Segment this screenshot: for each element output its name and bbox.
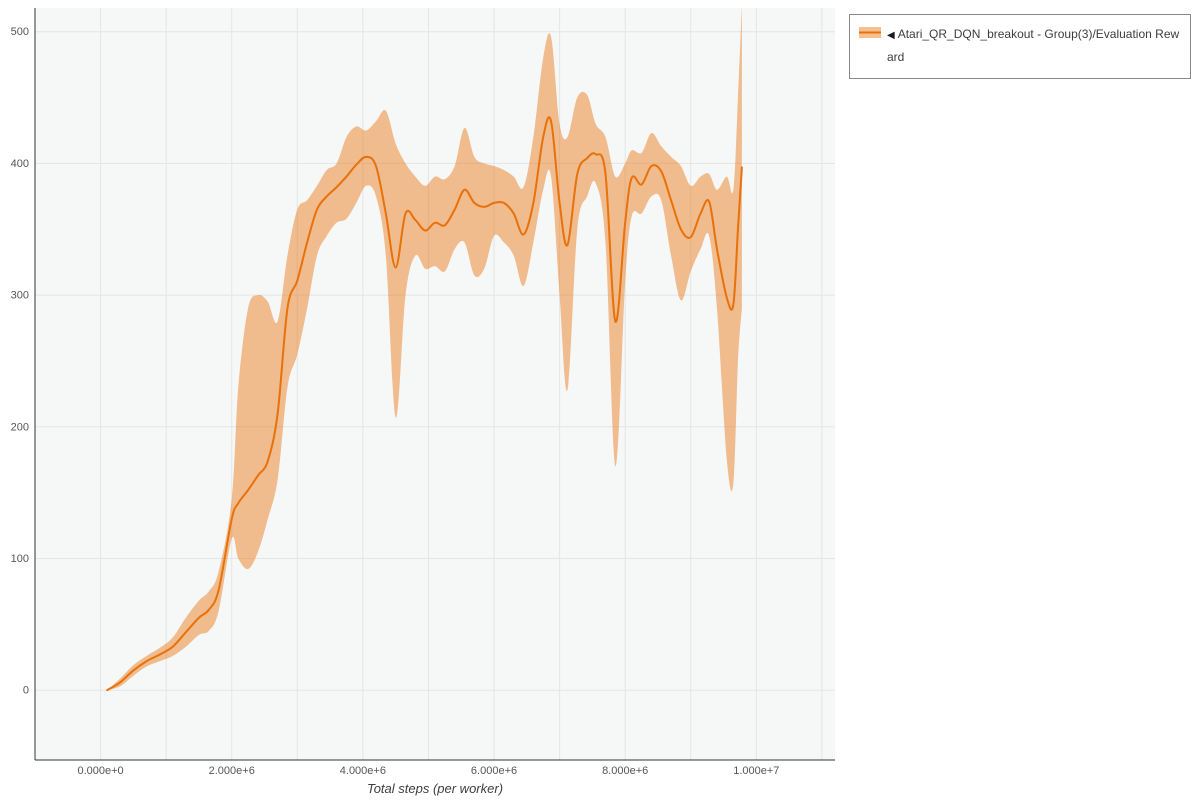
mean-line — [106, 116, 743, 692]
x-tick-label: 6.000e+6 — [471, 765, 517, 777]
confidence-band — [107, 8, 742, 691]
x-tick-label: 4.000e+6 — [340, 765, 386, 777]
plot-area[interactable] — [35, 8, 835, 760]
legend-marker-icon: ◀ — [887, 30, 895, 41]
x-tick-label: 2.000e+6 — [209, 765, 255, 777]
y-tick-label: 0 — [23, 685, 29, 697]
y-tick-label: 400 — [11, 158, 29, 170]
x-tick-label: 8.000e+6 — [602, 765, 648, 777]
x-tick-label: 1.000e+7 — [733, 765, 779, 777]
y-tick-label: 500 — [11, 26, 29, 38]
legend-entry[interactable]: ◀ Atari_QR_DQN_breakout - Group(3)/Evalua… — [887, 23, 1181, 68]
legend-label: Atari_QR_DQN_breakout - Group(3)/Evaluat… — [887, 27, 1180, 64]
y-tick-label: 100 — [11, 553, 29, 565]
y-tick-label: 200 — [11, 421, 29, 433]
y-tick-label: 300 — [11, 290, 29, 302]
legend-swatch-icon — [859, 27, 881, 38]
x-tick-label: 0.000e+0 — [77, 765, 123, 777]
x-axis-label: Total steps (per worker) — [366, 781, 504, 796]
legend[interactable]: ◀ Atari_QR_DQN_breakout - Group(3)/Evalua… — [849, 14, 1191, 79]
